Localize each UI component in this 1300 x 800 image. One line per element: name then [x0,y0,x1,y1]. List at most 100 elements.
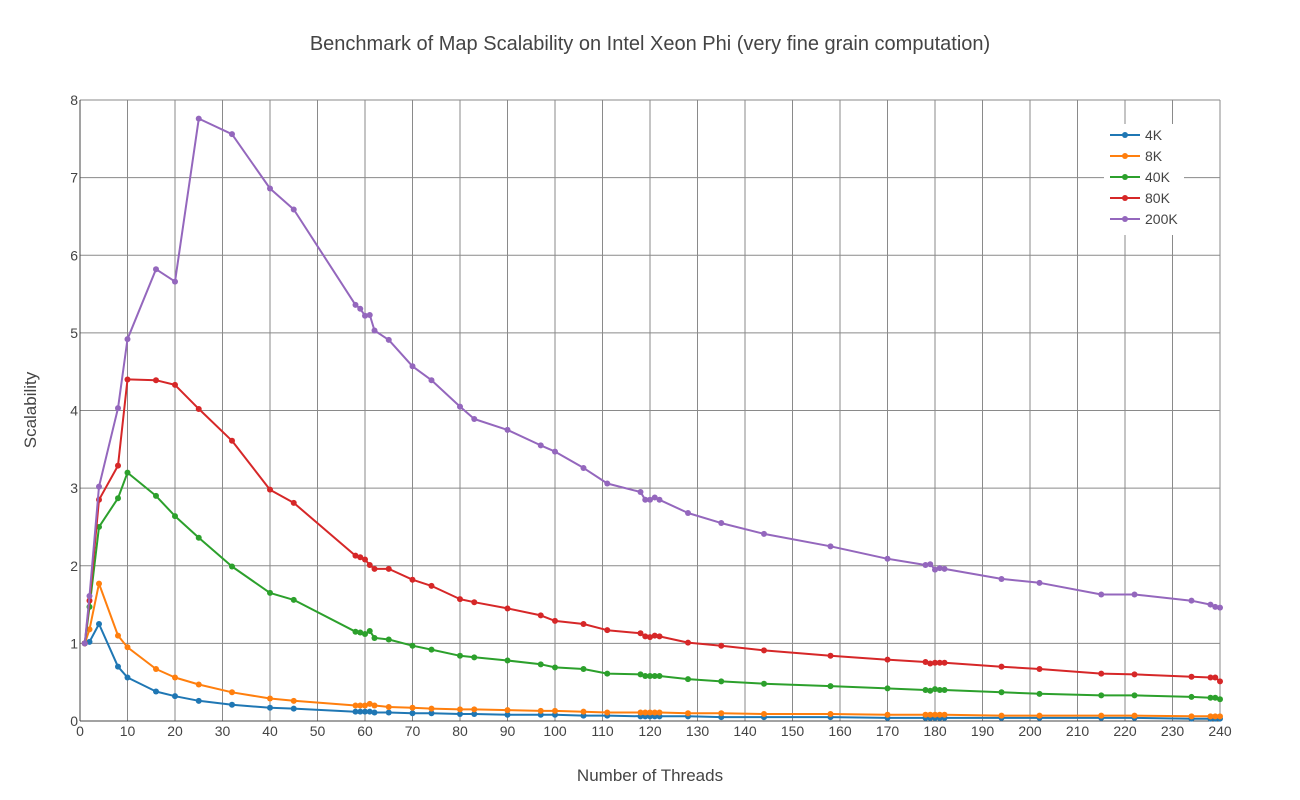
data-point [290,499,297,506]
data-point [685,710,691,717]
data-point [357,554,364,561]
data-point [457,596,463,603]
data-point [1188,597,1195,604]
y-tick-label: 1 [70,635,78,651]
data-point [927,561,934,568]
data-point [685,676,691,683]
x-tick-label: 40 [262,723,278,739]
x-tick-label: 130 [686,723,710,739]
data-point [647,672,653,679]
series-80k [81,376,1223,685]
data-point [1036,712,1043,719]
legend-item-200k: 200K [1110,211,1178,227]
data-point [922,561,929,568]
legend-label: 40K [1145,169,1171,185]
x-tick-label: 200 [1018,723,1042,739]
data-point [352,301,359,308]
data-point [428,710,435,717]
data-point [195,697,202,704]
data-point [366,708,373,715]
x-tick-label: 20 [167,723,183,739]
data-point [552,664,558,671]
y-tick-label: 0 [70,713,78,729]
data-point [115,462,121,469]
data-point [998,712,1005,719]
data-point [267,185,273,192]
x-tick-label: 190 [971,723,995,739]
data-point [884,685,891,692]
data-point [941,659,948,666]
data-point [195,681,202,688]
data-point [1098,692,1105,699]
data-point [1207,601,1214,608]
legend-swatch-marker [1122,216,1128,222]
data-point [651,672,658,679]
data-point [172,693,178,700]
data-point [884,656,891,663]
y-axis-title: Scalability [21,371,40,448]
data-point [884,711,891,718]
data-point [471,706,478,713]
data-point [362,708,368,715]
data-point [362,556,368,563]
data-point [409,642,416,649]
data-point [409,576,416,583]
data-point [1212,713,1219,720]
x-tick-label: 50 [310,723,326,739]
data-point [637,489,644,496]
data-point [718,710,725,717]
data-point [580,665,587,672]
data-point [504,426,511,433]
x-tick-label: 110 [591,723,614,739]
data-point [1188,673,1195,680]
data-point [761,530,767,537]
data-point [124,644,131,651]
data-point [936,565,943,572]
data-point [642,672,649,679]
data-point [229,563,235,570]
data-point [385,636,392,643]
x-tick-label: 70 [405,723,421,739]
data-point [1212,694,1219,701]
data-point [647,709,653,716]
data-point [941,565,948,572]
data-point [936,711,943,718]
data-point [357,708,364,715]
data-point [656,496,663,503]
data-point [290,705,297,712]
x-tick-label: 220 [1113,723,1137,739]
data-point [428,705,435,712]
legend-label: 4K [1145,127,1163,143]
data-point [267,486,273,493]
data-point [761,680,767,687]
data-point [637,671,644,678]
data-point [580,620,587,627]
data-point [580,464,587,471]
data-point [457,652,463,659]
legend: 4K 8K 40K 80K 200K [1104,124,1184,235]
x-tick-label: 230 [1161,723,1185,739]
x-tick-label: 150 [781,723,805,739]
data-point [115,405,121,412]
data-point [457,706,463,713]
data-point [1098,591,1105,598]
data-point [352,708,359,715]
data-point [1207,713,1214,720]
data-point [471,599,478,606]
data-point [537,612,544,619]
data-point [1217,604,1223,611]
y-axis-ticks: 0 1 2 3 4 5 6 7 8 [70,92,78,729]
data-point [637,630,644,637]
data-point [96,620,102,627]
series-200k [81,115,1223,647]
data-point [504,711,511,718]
data-point [357,305,364,312]
data-point [267,704,273,711]
data-point [1217,713,1223,720]
data-point [172,513,178,520]
data-point [153,665,159,672]
data-point [761,647,767,654]
data-point [552,707,558,714]
legend-item-40k: 40K [1110,169,1171,185]
data-point [267,695,273,702]
